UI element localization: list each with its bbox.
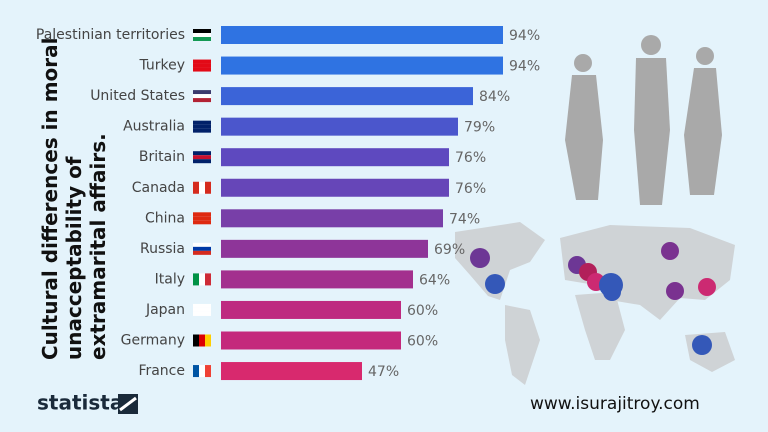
bar — [221, 117, 458, 136]
chart-title: Cultural differences in moral unacceptab… — [38, 37, 110, 361]
category-label: Britain — [139, 149, 185, 165]
value-label: 94% — [509, 59, 540, 75]
category-label: Italy — [155, 271, 185, 287]
value-label: 64% — [419, 272, 450, 288]
value-label: 79% — [464, 120, 495, 136]
flag — [205, 365, 211, 378]
bar — [221, 331, 401, 350]
brand-icon-stroke — [119, 396, 137, 412]
bar — [221, 270, 413, 289]
category-label: China — [145, 210, 185, 226]
flag — [193, 94, 211, 99]
flag — [193, 159, 211, 164]
value-label: 47% — [368, 364, 399, 380]
value-label: 60% — [407, 303, 438, 319]
flag — [193, 212, 211, 217]
flag — [193, 181, 199, 194]
flag — [193, 242, 211, 247]
flag — [193, 63, 211, 68]
bar — [221, 362, 362, 381]
value-label: 76% — [455, 150, 486, 166]
bar — [221, 148, 449, 167]
category-label: Germany — [121, 333, 185, 349]
flag — [193, 273, 199, 286]
flag — [193, 334, 199, 347]
flag — [205, 181, 211, 194]
category-label: United States — [90, 88, 185, 104]
value-label: 94% — [509, 28, 540, 44]
flag — [193, 216, 211, 221]
flag — [199, 273, 205, 286]
flag — [205, 273, 211, 286]
flag — [193, 311, 211, 316]
value-label: 84% — [479, 89, 510, 105]
category-label: Russia — [140, 241, 185, 257]
value-label: 69% — [434, 242, 465, 258]
flag — [193, 246, 211, 251]
world-map — [455, 222, 735, 385]
bar — [221, 26, 503, 44]
flag — [193, 90, 211, 95]
brand-logo: statista — [37, 391, 123, 415]
bar — [221, 209, 443, 228]
flag — [193, 220, 211, 225]
category-label: France — [138, 363, 185, 379]
category-label: Palestinian territories — [36, 27, 185, 43]
bar — [221, 178, 449, 197]
flag — [199, 365, 205, 378]
bar — [221, 56, 503, 75]
flag — [193, 33, 211, 37]
value-label: 60% — [407, 334, 438, 350]
flag — [193, 155, 211, 160]
bar — [221, 300, 401, 319]
flag — [193, 37, 211, 41]
flag — [199, 181, 205, 194]
flag — [193, 98, 211, 103]
category-label: Turkey — [138, 58, 185, 74]
map-dots — [470, 242, 716, 355]
flag — [205, 334, 211, 347]
flag — [199, 334, 205, 347]
flag — [193, 120, 211, 125]
silhouettes — [565, 35, 722, 205]
flag — [193, 303, 211, 308]
category-label: Australia — [123, 119, 185, 135]
category-label: Canada — [132, 180, 185, 196]
flag — [193, 29, 211, 33]
flag — [193, 151, 211, 156]
bar — [221, 87, 473, 106]
flag — [193, 365, 199, 378]
bar — [221, 239, 428, 258]
website: www.isurajitroy.com — [530, 394, 700, 414]
value-label: 76% — [455, 181, 486, 197]
flag — [193, 128, 211, 133]
flag — [193, 250, 211, 255]
flag — [193, 307, 211, 312]
flag — [193, 124, 211, 129]
flag — [193, 59, 211, 64]
value-label: 74% — [449, 211, 480, 227]
flag — [193, 67, 211, 72]
category-label: Japan — [145, 302, 185, 318]
